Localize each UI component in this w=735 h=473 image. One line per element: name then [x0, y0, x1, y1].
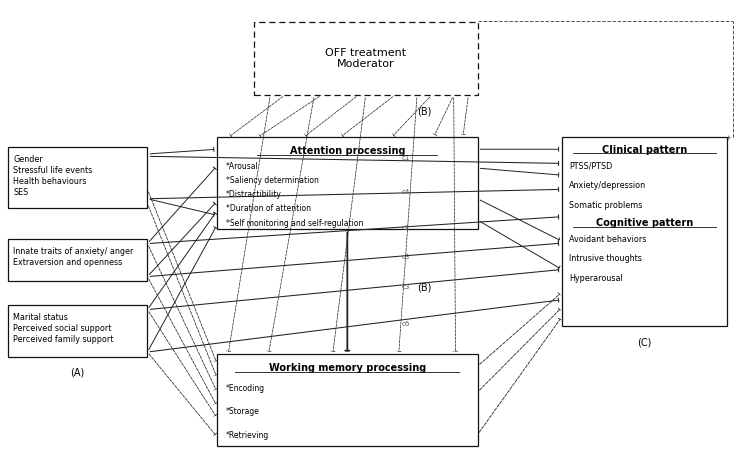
Text: *Retrieving: *Retrieving: [226, 431, 269, 440]
Text: Perceived social support: Perceived social support: [13, 324, 112, 333]
FancyBboxPatch shape: [562, 138, 727, 326]
Text: Intrusive thoughts: Intrusive thoughts: [569, 254, 642, 263]
Text: Hyperarousal: Hyperarousal: [569, 274, 623, 283]
Text: Gender: Gender: [13, 156, 43, 165]
Text: Working memory processing: Working memory processing: [269, 363, 426, 373]
Text: Marital status: Marital status: [13, 314, 68, 323]
FancyBboxPatch shape: [217, 138, 478, 229]
Text: *Saliency determination: *Saliency determination: [226, 176, 319, 185]
Text: Anxiety/depression: Anxiety/depression: [569, 181, 646, 190]
FancyBboxPatch shape: [254, 22, 478, 95]
Text: Health behaviours: Health behaviours: [13, 177, 87, 186]
Text: Stressful life events: Stressful life events: [13, 166, 93, 175]
Text: *Duration of attention: *Duration of attention: [226, 204, 311, 213]
Text: *Arousal: *Arousal: [226, 162, 259, 171]
Text: (A): (A): [71, 367, 85, 377]
Text: *Encoding: *Encoding: [226, 384, 265, 393]
Text: Perceived family support: Perceived family support: [13, 335, 113, 344]
Text: c4: c4: [402, 189, 410, 195]
Text: Extraversion and openness: Extraversion and openness: [13, 258, 123, 267]
Text: Innate traits of anxiety/ anger: Innate traits of anxiety/ anger: [13, 247, 134, 256]
Text: Attention processing: Attention processing: [290, 146, 405, 156]
Text: Somatic problems: Somatic problems: [569, 201, 642, 210]
FancyBboxPatch shape: [217, 354, 478, 447]
Text: Clinical pattern: Clinical pattern: [602, 145, 687, 155]
Text: (C): (C): [637, 338, 652, 348]
Text: *Self monitoring and self-regulation: *Self monitoring and self-regulation: [226, 219, 363, 228]
Text: *Distractibility: *Distractibility: [226, 190, 282, 199]
Text: c6: c6: [402, 321, 410, 326]
Text: *Storage: *Storage: [226, 407, 259, 416]
Text: c2: c2: [402, 225, 410, 231]
Text: c1: c1: [402, 155, 410, 160]
Text: Cognitive pattern: Cognitive pattern: [596, 218, 693, 228]
Text: OFF treatment
Moderator: OFF treatment Moderator: [325, 48, 406, 69]
Text: PTSS/PTSD: PTSS/PTSD: [569, 161, 612, 170]
Text: c3: c3: [402, 284, 410, 290]
Text: (B): (B): [417, 282, 431, 292]
FancyBboxPatch shape: [8, 147, 148, 208]
Text: (B): (B): [417, 107, 431, 117]
FancyBboxPatch shape: [8, 305, 148, 357]
Text: Avoidant behaviors: Avoidant behaviors: [569, 235, 647, 244]
Text: SES: SES: [13, 188, 29, 197]
FancyBboxPatch shape: [8, 239, 148, 281]
Text: c3: c3: [402, 254, 410, 261]
